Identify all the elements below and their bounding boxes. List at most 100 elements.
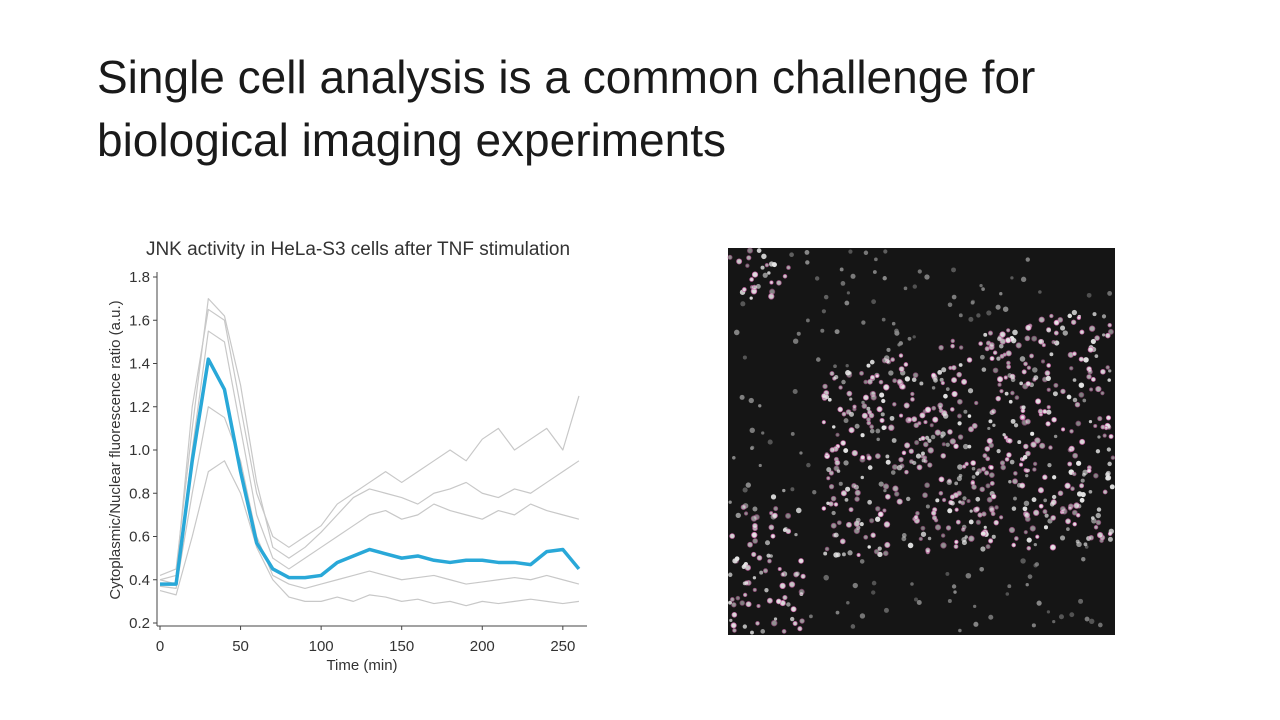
spot	[1093, 423, 1098, 428]
spot	[945, 387, 950, 391]
spot	[950, 343, 955, 349]
spot	[1093, 525, 1099, 530]
spot	[1090, 338, 1096, 344]
spot	[920, 435, 926, 441]
spot	[824, 546, 830, 552]
spot	[1084, 616, 1090, 622]
spot	[1102, 333, 1106, 337]
spot	[962, 496, 967, 501]
spot	[999, 460, 1006, 466]
spot	[1070, 486, 1075, 492]
spot	[1035, 398, 1042, 405]
spot	[767, 558, 772, 564]
spot	[912, 460, 917, 466]
spot	[883, 488, 887, 493]
spot	[969, 509, 973, 513]
spot	[896, 378, 903, 385]
spot	[860, 433, 865, 438]
spot	[859, 370, 864, 376]
spot	[1026, 545, 1032, 551]
spot	[984, 470, 990, 476]
spot	[761, 431, 765, 435]
spot	[965, 572, 972, 579]
spot	[968, 316, 974, 322]
spot	[1091, 518, 1097, 524]
spot	[833, 374, 839, 380]
spot	[940, 435, 944, 439]
spot	[882, 550, 889, 557]
spot	[934, 524, 942, 531]
spot	[985, 483, 991, 489]
spot	[1087, 369, 1093, 375]
spot	[870, 532, 876, 538]
y-axis-label: Cytoplasmic/Nuclear fluorescence ratio (…	[107, 300, 124, 599]
spot	[1095, 449, 1101, 454]
spot	[921, 451, 925, 456]
spot	[814, 276, 820, 281]
spot	[854, 489, 861, 496]
spot	[958, 313, 963, 318]
spot	[735, 512, 741, 519]
spot	[752, 523, 758, 529]
spot	[931, 510, 937, 516]
spot	[956, 371, 962, 378]
spot	[1109, 484, 1115, 490]
spot	[1049, 313, 1054, 319]
spot	[1072, 471, 1077, 477]
spot	[767, 271, 771, 275]
spot	[961, 378, 968, 385]
spot	[1032, 461, 1038, 467]
spot	[866, 363, 871, 368]
spot	[795, 571, 800, 576]
spot	[866, 417, 871, 422]
spot	[749, 277, 754, 282]
spot	[1094, 335, 1100, 341]
spot	[1074, 402, 1081, 408]
spot	[861, 412, 868, 419]
y-tick-label: 1.2	[129, 399, 150, 416]
spot	[932, 416, 939, 423]
spot	[1021, 369, 1027, 375]
spot	[904, 376, 911, 382]
spot	[1107, 536, 1113, 542]
spot	[838, 481, 843, 486]
spot	[938, 408, 944, 414]
spot	[1086, 292, 1092, 298]
spot	[1025, 324, 1032, 331]
spot	[739, 600, 745, 606]
spot	[951, 294, 957, 300]
spot	[919, 412, 926, 419]
spot	[1079, 438, 1086, 445]
spot	[924, 274, 930, 280]
spot	[890, 470, 896, 475]
spot	[930, 434, 936, 440]
spot	[852, 582, 858, 589]
spot	[883, 521, 891, 528]
spot	[975, 471, 980, 476]
spot	[781, 629, 787, 634]
spot	[901, 533, 907, 538]
spot	[827, 397, 832, 402]
spot	[961, 527, 966, 532]
spot	[1037, 408, 1044, 415]
spot	[796, 331, 801, 336]
spot	[1060, 388, 1066, 395]
spot	[949, 494, 956, 500]
spot	[833, 364, 837, 369]
microscopy-image	[727, 247, 1116, 635]
spot	[957, 464, 963, 470]
spot	[916, 464, 923, 471]
spot	[1049, 501, 1055, 507]
spot	[1003, 375, 1008, 380]
spot	[990, 408, 997, 415]
spot	[1080, 491, 1086, 498]
spot	[1057, 490, 1064, 497]
spot	[1020, 276, 1027, 283]
spot	[1107, 378, 1111, 382]
spot	[916, 600, 922, 606]
spot	[968, 426, 975, 433]
spot	[996, 449, 1001, 454]
spot	[1086, 374, 1092, 380]
spot	[1067, 447, 1073, 453]
spot	[962, 443, 969, 450]
